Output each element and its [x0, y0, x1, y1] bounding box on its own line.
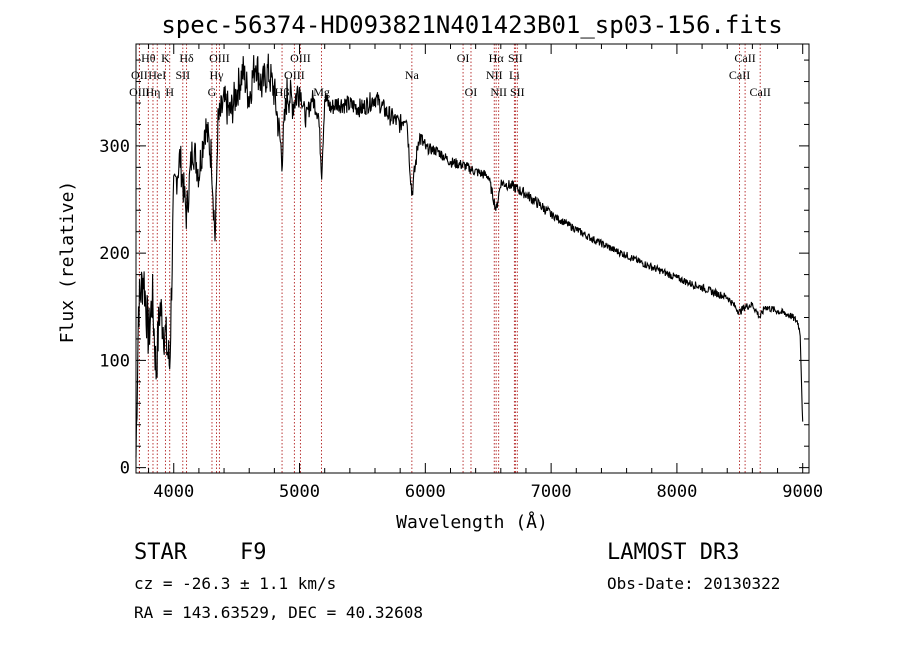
survey-name: LAMOST DR3 — [607, 540, 740, 565]
redshift-readout: cz = -26.3 ± 1.1 km/s — [134, 574, 337, 593]
x-tick-label: 7000 — [531, 482, 572, 502]
spectral-line-label: OI — [465, 85, 478, 99]
spectral-line-label: OIII — [129, 85, 150, 99]
object-class: STAR — [134, 540, 187, 565]
x-tick-label: 4000 — [153, 482, 194, 502]
spectral-line-label: SII — [175, 68, 190, 82]
y-tick-label: 300 — [99, 137, 130, 157]
spectral-line-label: K — [161, 51, 170, 65]
spectral-line-label: Hβ — [275, 85, 290, 99]
spectral-line-label: NII — [486, 68, 503, 82]
plot-frame — [135, 43, 810, 474]
spectral-line-label: OIII — [290, 51, 311, 65]
x-tick-label: 6000 — [405, 482, 446, 502]
spectral-line-labels: OIIOIIIHθHηHeIKHSIIHδGHγOIIIHβOIIIOIIIMg… — [129, 51, 771, 99]
spectral-line-label: CaII — [750, 85, 771, 99]
y-tick-label: 100 — [99, 351, 130, 371]
spectral-line-label: OI — [457, 51, 470, 65]
obs-date: Obs-Date: 20130322 — [607, 574, 781, 593]
spectral-line-label: Li — [509, 68, 520, 82]
spectral-line-label: OIII — [284, 68, 305, 82]
spectral-line-label: NII — [490, 85, 507, 99]
spectral-line-label: SII — [508, 51, 523, 65]
spectral-line-label: CaII — [729, 68, 750, 82]
spectral-line-label: Hθ — [141, 51, 156, 65]
spectral-line-label: Hα — [489, 51, 505, 65]
spectral-line-label: Hδ — [179, 51, 194, 65]
spectral-line-label: Hη — [146, 85, 161, 99]
x-axis-label: Wavelength (Å) — [396, 511, 548, 533]
y-tick-label: 0 — [120, 459, 130, 479]
spectral-line-label: OIII — [209, 51, 230, 65]
spectral-line-label: CaII — [734, 51, 755, 65]
spectral-line-label: H — [165, 85, 174, 99]
coordinates-readout: RA = 143.63529, DEC = 40.32608 — [134, 603, 423, 622]
y-axis-label: Flux (relative) — [57, 181, 78, 344]
spectral-line-markers — [138, 44, 761, 473]
x-tick-label: 8000 — [656, 482, 697, 502]
object-subclass: F9 — [240, 540, 267, 565]
spectral-line-label: SII — [510, 85, 525, 99]
axis-ticks: 4000 5000 6000 7000 8000 9000 0 100 200 300 — [99, 44, 823, 502]
spectrum-line — [135, 53, 804, 458]
spectral-line-label: Hγ — [210, 68, 225, 82]
y-tick-label: 200 — [99, 244, 130, 264]
spectral-line-label: Na — [405, 68, 420, 82]
chart-title: spec-56374-HD093821N401423B01_sp03-156.f… — [161, 11, 782, 39]
x-tick-label: 9000 — [782, 482, 823, 502]
spectral-line-label: OII — [131, 68, 148, 82]
x-tick-label: 5000 — [279, 482, 320, 502]
spectral-line-label: G — [208, 85, 217, 99]
spectral-line-label: HeI — [148, 68, 166, 82]
